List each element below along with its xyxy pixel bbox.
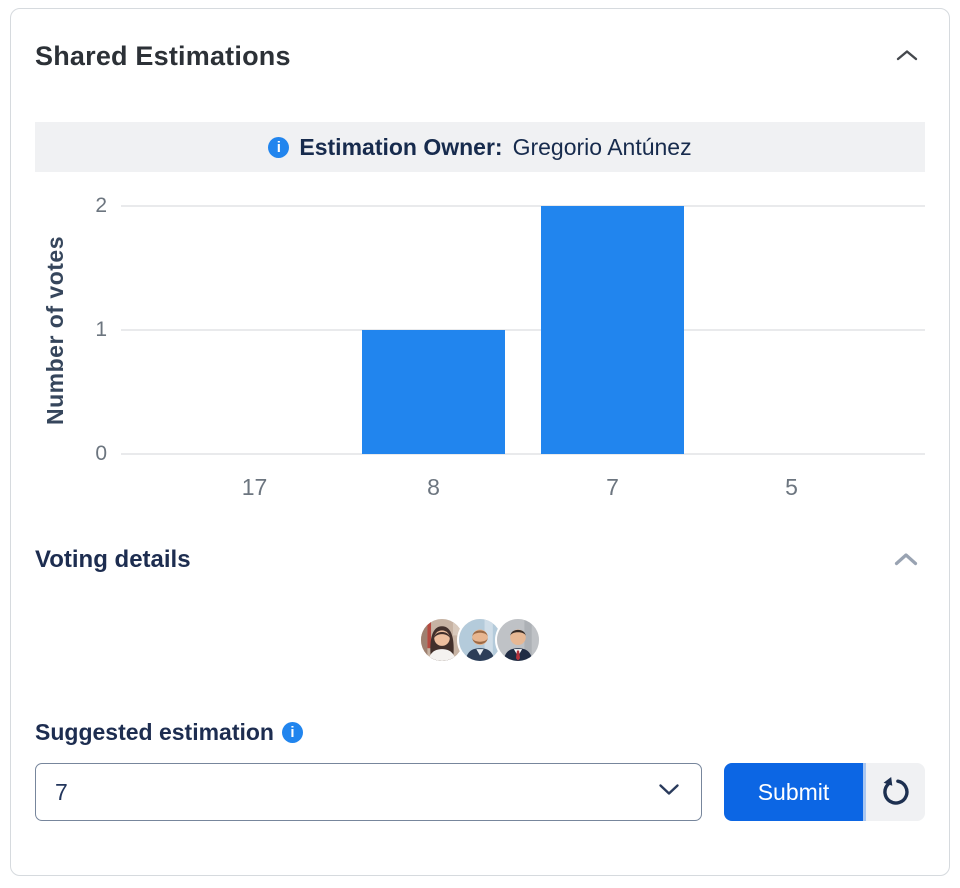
plot-area	[121, 205, 925, 455]
controls-row: 7 Submit	[35, 763, 925, 821]
estimation-select[interactable]: 7	[35, 763, 702, 821]
suggested-estimation-row: Suggested estimation i	[35, 717, 925, 747]
y-tick-label: 1	[95, 318, 107, 341]
chevron-up-icon	[893, 551, 919, 570]
x-tick-label: 5	[785, 474, 798, 500]
bar-band	[702, 206, 881, 454]
voter-avatar-group	[35, 617, 925, 663]
panel-header: Shared Estimations	[35, 36, 925, 76]
y-tick-label: 2	[95, 194, 107, 217]
reset-button[interactable]	[866, 763, 925, 821]
bar-band	[523, 206, 702, 454]
estimation-owner-banner: i Estimation Owner: Gregorio Antúnez	[35, 122, 925, 172]
voting-details-collapse-button[interactable]	[887, 547, 925, 574]
suggested-estimation-label: Suggested estimation	[35, 718, 274, 745]
bar-8	[361, 330, 506, 454]
chevron-up-icon	[895, 48, 919, 65]
reset-icon	[880, 775, 912, 810]
button-divider	[863, 763, 866, 821]
gridline	[121, 453, 925, 455]
voter-avatar-1	[419, 617, 465, 663]
x-tick-label: 17	[241, 474, 268, 500]
shared-estimations-panel: Shared Estimations i Estimation Owner: G…	[10, 8, 950, 876]
votes-bar-chart: Number of votes 0 1 2 17 8 7 5	[35, 194, 925, 501]
voter-avatar-3	[495, 617, 541, 663]
info-icon: i	[268, 136, 290, 158]
bar-7	[540, 206, 685, 454]
x-tick-label: 7	[606, 474, 619, 500]
panel-title: Shared Estimations	[35, 40, 291, 71]
x-axis-labels: 17 8 7 5	[121, 474, 925, 501]
bar-band	[344, 206, 523, 454]
y-axis-ticks: 0 1 2	[75, 194, 121, 465]
owner-name: Gregorio Antúnez	[512, 133, 692, 160]
owner-label: Estimation Owner:	[299, 133, 503, 160]
info-icon: i	[281, 721, 303, 743]
submit-action-group: Submit	[724, 763, 925, 821]
y-tick-label: 0	[95, 442, 107, 465]
voting-details-header: Voting details	[35, 543, 925, 577]
x-tick-label: 8	[427, 474, 440, 500]
gridline	[121, 329, 925, 331]
gridline	[121, 205, 925, 207]
voting-details-title: Voting details	[35, 546, 191, 573]
panel-collapse-button[interactable]	[889, 44, 925, 69]
bar-band	[165, 206, 344, 454]
submit-button[interactable]: Submit	[724, 763, 863, 821]
y-axis-label: Number of votes	[41, 235, 68, 425]
